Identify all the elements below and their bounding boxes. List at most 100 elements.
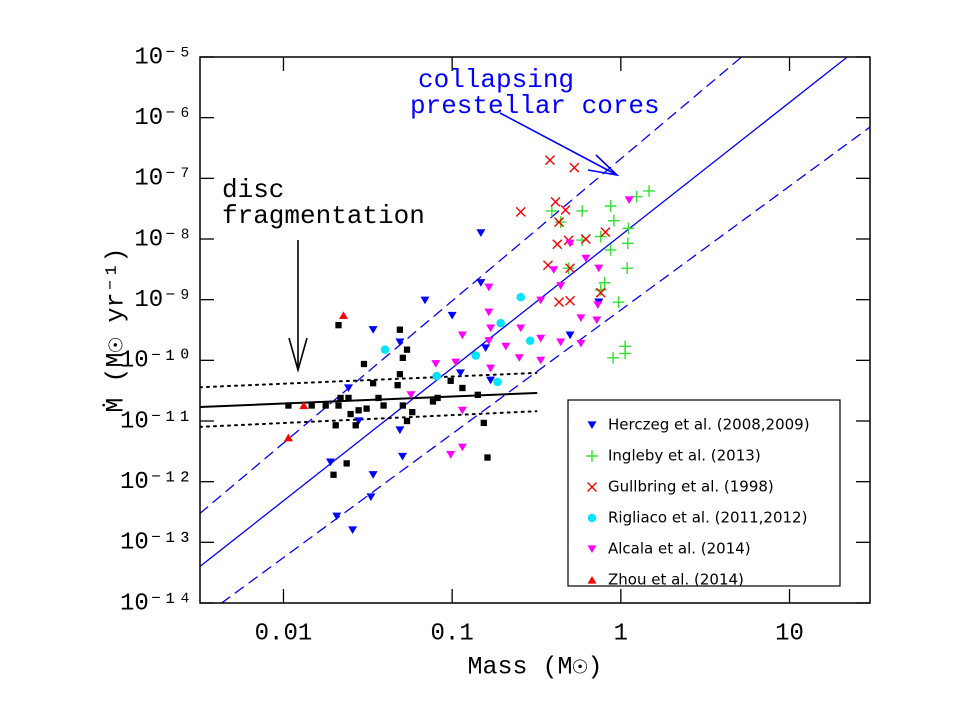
point bbox=[476, 229, 486, 237]
point bbox=[580, 234, 591, 244]
point bbox=[624, 196, 634, 205]
point bbox=[525, 336, 535, 346]
legend-label: Alcala et al. (2014) bbox=[608, 540, 751, 558]
annotation: collapsing bbox=[418, 65, 574, 95]
x-tick-label: 1 bbox=[614, 620, 628, 647]
point bbox=[447, 377, 454, 384]
point bbox=[335, 402, 342, 409]
point bbox=[322, 402, 329, 409]
legend-marker bbox=[587, 482, 597, 492]
point bbox=[395, 338, 405, 347]
point bbox=[368, 471, 378, 479]
point bbox=[643, 185, 655, 197]
point bbox=[493, 377, 502, 387]
legend-label: Ingleby et al. (2013) bbox=[608, 447, 761, 465]
point bbox=[348, 526, 358, 535]
point bbox=[360, 360, 368, 368]
point bbox=[366, 493, 376, 501]
point bbox=[299, 401, 309, 410]
point bbox=[434, 394, 441, 402]
y-tick-label: 10⁻¹³ bbox=[120, 530, 192, 557]
point bbox=[546, 205, 558, 217]
point bbox=[330, 471, 337, 478]
point bbox=[515, 206, 526, 217]
point bbox=[480, 419, 487, 427]
point bbox=[285, 402, 292, 409]
point bbox=[398, 452, 408, 461]
point bbox=[536, 356, 546, 365]
point bbox=[621, 237, 634, 250]
point bbox=[604, 200, 617, 212]
point bbox=[363, 405, 370, 412]
point bbox=[621, 262, 633, 275]
point bbox=[399, 402, 406, 409]
point bbox=[484, 337, 494, 345]
point bbox=[339, 311, 349, 320]
point bbox=[544, 155, 555, 166]
point bbox=[549, 266, 559, 274]
relation-line bbox=[220, 126, 870, 603]
point bbox=[576, 339, 586, 348]
point bbox=[552, 239, 563, 250]
point bbox=[598, 276, 611, 289]
point bbox=[576, 314, 586, 322]
y-tick-label: 10⁻¹⁴ bbox=[120, 590, 192, 617]
point bbox=[403, 417, 411, 425]
point bbox=[594, 264, 604, 273]
point bbox=[352, 422, 359, 429]
legend-marker bbox=[587, 575, 597, 584]
point bbox=[612, 296, 625, 309]
point bbox=[355, 407, 362, 414]
point bbox=[594, 230, 607, 243]
point bbox=[380, 402, 387, 409]
point bbox=[595, 287, 606, 298]
point bbox=[516, 324, 526, 333]
point bbox=[560, 205, 571, 216]
y-tick-label: 10⁻¹¹ bbox=[120, 408, 192, 435]
point bbox=[536, 334, 546, 343]
y-tick-label: 10⁻¹² bbox=[120, 469, 192, 496]
point bbox=[406, 391, 416, 399]
legend-label: Zhou et al. (2014) bbox=[608, 571, 744, 589]
y-tick-label: 10⁻⁹ bbox=[134, 287, 192, 314]
point bbox=[581, 254, 591, 263]
point bbox=[516, 292, 526, 302]
point bbox=[457, 443, 467, 452]
point bbox=[399, 354, 406, 361]
plot-frame bbox=[199, 56, 871, 604]
legend-label: Rigliaco et al. (2011,2012) bbox=[608, 509, 807, 527]
point bbox=[457, 331, 467, 340]
annotation: prestellar cores bbox=[410, 91, 660, 121]
point bbox=[594, 284, 607, 296]
point bbox=[420, 296, 430, 305]
point bbox=[481, 344, 491, 353]
point bbox=[593, 301, 603, 309]
point bbox=[432, 371, 441, 381]
point bbox=[556, 282, 566, 290]
relation-line bbox=[200, 391, 538, 409]
point bbox=[556, 338, 566, 347]
legend: Herczeg et al. (2008,2009) Ingleby et al.… bbox=[586, 416, 810, 589]
point bbox=[536, 296, 546, 305]
point bbox=[457, 406, 467, 415]
legend-label: Gullbring et al. (1998) bbox=[608, 478, 774, 496]
annotation: fragmentation bbox=[222, 201, 425, 231]
point bbox=[345, 394, 352, 402]
legend-marker bbox=[587, 513, 597, 523]
point bbox=[565, 263, 576, 274]
point bbox=[514, 354, 524, 362]
point bbox=[554, 217, 565, 228]
relation-line bbox=[200, 371, 538, 389]
point bbox=[565, 295, 576, 306]
arrow bbox=[499, 112, 620, 177]
point bbox=[283, 433, 293, 442]
point bbox=[592, 316, 602, 325]
point bbox=[447, 311, 457, 320]
point bbox=[308, 402, 315, 409]
point bbox=[380, 345, 390, 354]
point bbox=[459, 384, 466, 392]
point bbox=[451, 358, 461, 367]
point bbox=[486, 364, 496, 373]
point bbox=[486, 324, 496, 333]
